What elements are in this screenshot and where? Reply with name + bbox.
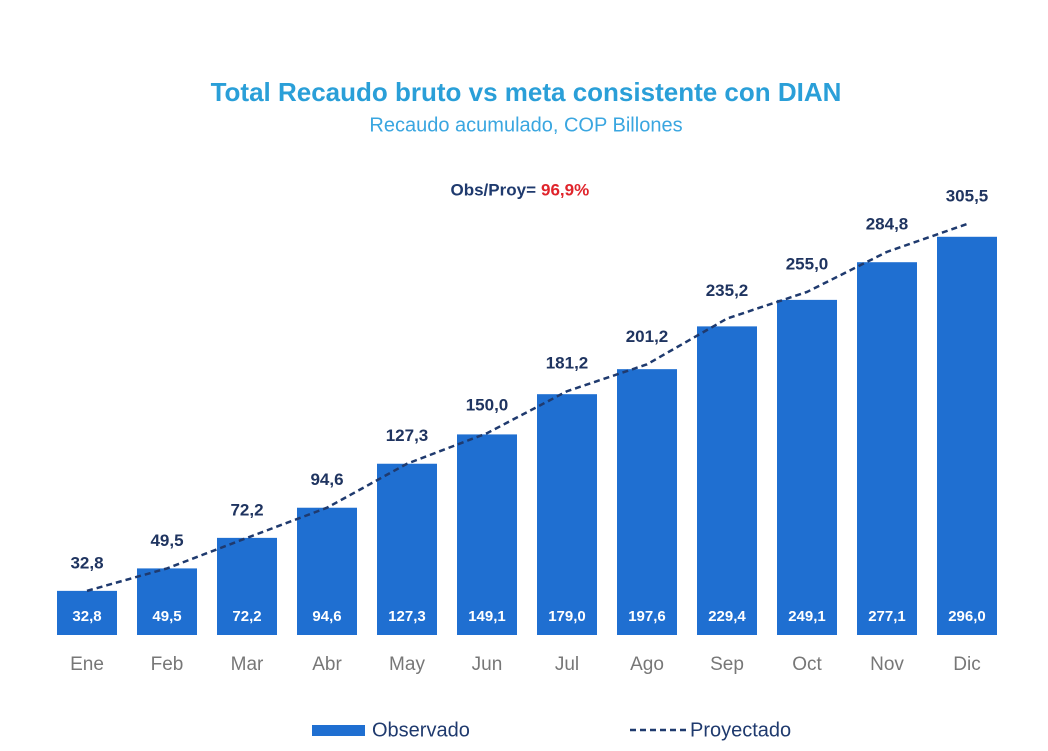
bar-value-label: 32,8	[72, 608, 101, 625]
line-value-label: 255,0	[786, 254, 829, 273]
bar	[937, 236, 997, 635]
x-tick-label: Jun	[472, 654, 503, 675]
bar-value-label: 296,0	[948, 608, 986, 625]
legend-swatch	[312, 725, 365, 736]
bar	[857, 262, 917, 635]
chart-title: Total Recaudo bruto vs meta consistente …	[211, 77, 842, 107]
legend-label: Proyectado	[690, 719, 791, 741]
bar	[777, 299, 837, 635]
line-value-label: 284,8	[866, 214, 909, 233]
bar	[697, 326, 757, 635]
bar-value-label: 127,3	[388, 608, 426, 625]
x-tick-label: Feb	[151, 654, 184, 675]
bar-value-label: 179,0	[548, 608, 586, 625]
x-tick-label: Sep	[710, 654, 744, 675]
x-tick-label: Nov	[870, 654, 904, 675]
projected-line	[86, 222, 968, 593]
bar	[617, 369, 677, 635]
line-value-label: 305,5	[946, 186, 989, 205]
line-value-label: 32,8	[70, 553, 103, 572]
x-tick-label: Ene	[70, 654, 104, 675]
bar-value-label: 94,6	[312, 608, 341, 625]
bar	[537, 394, 597, 635]
line-value-label: 201,2	[626, 327, 669, 346]
line-value-label: 150,0	[466, 396, 509, 415]
line-value-label: 94,6	[310, 470, 343, 489]
bar	[457, 434, 517, 635]
line-value-label: 235,2	[706, 281, 749, 300]
bar-value-label: 49,5	[152, 608, 181, 625]
x-tick-label: Mar	[231, 654, 264, 675]
x-tick-label: May	[389, 654, 425, 675]
bar	[297, 507, 357, 635]
line-value-label: 72,2	[230, 500, 263, 519]
x-tick-label: Ago	[630, 654, 664, 675]
bar-value-label: 229,4	[708, 608, 746, 625]
bar-value-label: 149,1	[468, 608, 506, 625]
bar-value-label: 277,1	[868, 608, 906, 625]
bar-value-label: 72,2	[232, 608, 261, 625]
line-value-label: 49,5	[150, 531, 183, 550]
x-tick-label: Abr	[312, 654, 342, 675]
x-tick-label: Oct	[792, 654, 822, 675]
bar	[137, 568, 197, 635]
x-tick-label: Jul	[555, 654, 579, 675]
line-value-label: 127,3	[386, 426, 429, 445]
bar	[217, 537, 277, 635]
bar-value-label: 197,6	[628, 608, 666, 625]
bar	[57, 590, 117, 635]
bar-value-label: 249,1	[788, 608, 826, 625]
bar	[377, 463, 437, 635]
legend-label: Observado	[372, 719, 470, 741]
annotation-value: 96,9%	[541, 180, 589, 199]
annotation-label: Obs/Proy=	[450, 180, 536, 199]
x-tick-label: Dic	[953, 654, 980, 675]
line-value-label: 181,2	[546, 354, 589, 373]
chart-subtitle: Recaudo acumulado, COP Billones	[369, 114, 682, 136]
